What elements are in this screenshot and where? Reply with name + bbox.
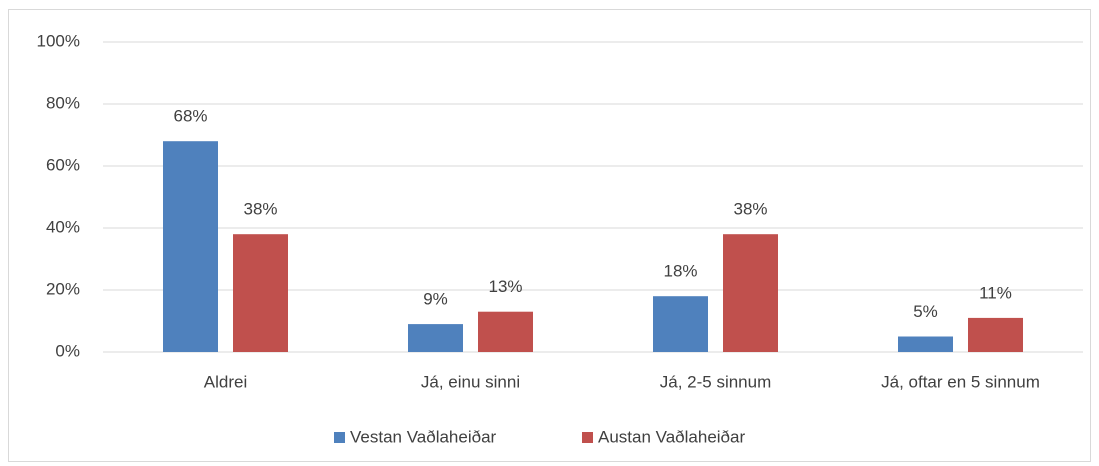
data-label: 5%: [913, 302, 938, 321]
bar: [968, 317, 1023, 352]
bar: [408, 324, 463, 352]
data-label: 38%: [733, 200, 767, 219]
data-label: 38%: [243, 200, 277, 219]
bar: [478, 311, 533, 352]
legend-label: Vestan Vaðlaheiðar: [350, 427, 497, 446]
data-label: 13%: [488, 277, 522, 296]
x-tick-label: Já, oftar en 5 sinnum: [881, 372, 1040, 391]
bar: [898, 336, 953, 352]
x-tick-label: Aldrei: [204, 372, 247, 391]
y-tick-label: 20%: [46, 279, 80, 298]
bar: [163, 141, 218, 352]
x-tick-label: Já, einu sinni: [421, 372, 520, 391]
legend-swatch: [334, 432, 345, 443]
y-tick-label: 60%: [46, 155, 80, 174]
data-label: 9%: [423, 290, 448, 309]
bar: [233, 234, 288, 352]
data-label: 18%: [663, 262, 697, 281]
data-label: 68%: [173, 107, 207, 126]
bar: [653, 296, 708, 352]
legend-swatch: [582, 432, 593, 443]
bar: [723, 234, 778, 352]
x-tick-label: Já, 2-5 sinnum: [660, 372, 772, 391]
legend-label: Austan Vaðlaheiðar: [598, 427, 745, 446]
data-label: 11%: [979, 283, 1012, 302]
y-tick-label: 80%: [46, 93, 80, 112]
y-tick-label: 40%: [46, 217, 80, 236]
y-tick-label: 0%: [55, 341, 80, 360]
y-tick-label: 100%: [37, 31, 80, 50]
